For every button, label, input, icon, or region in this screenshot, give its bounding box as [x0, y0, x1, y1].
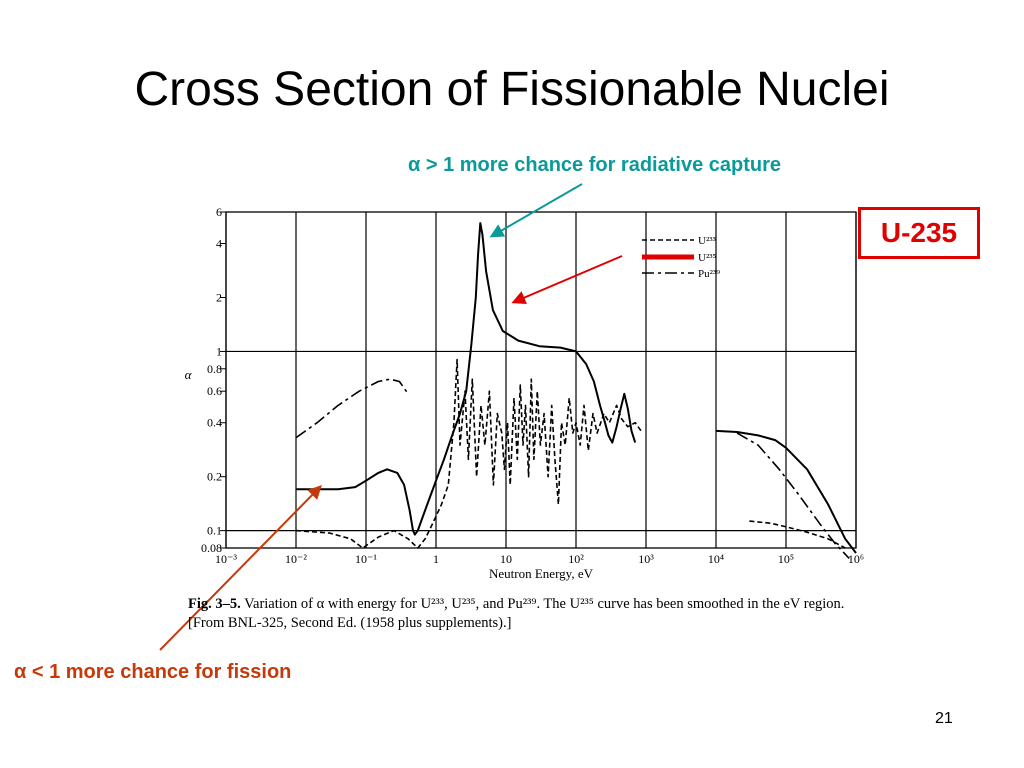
chart-axes: 10⁻³ 10⁻² 10⁻¹ 1 10 10² 10³ 10⁴ 10⁵ 10⁶ 0.08 0.1 0.2… [185, 205, 865, 581]
series-line-0 [749, 520, 846, 549]
y-tick-label: 2 [216, 290, 222, 304]
y-tick-label: 0.6 [207, 384, 222, 398]
arrow-fission [159, 485, 322, 651]
x-tick-label: 10 [500, 552, 512, 566]
legend-label-1: U²³⁵ [698, 252, 717, 264]
chart-legend: U²³³ U²³⁵ Pu²³⁹ [642, 235, 720, 280]
series-line-2 [736, 432, 850, 559]
page-number: 21 [935, 710, 953, 727]
legend-label-2: Pu²³⁹ [698, 268, 720, 280]
y-tick-label: 1 [216, 344, 222, 358]
figure-caption-label: Fig. 3–5. [188, 596, 241, 612]
x-tick-label: 10³ [638, 552, 654, 566]
y-tick-label: 6 [216, 205, 222, 219]
x-tick-label: 10⁻¹ [355, 552, 377, 566]
y-axis-label: α [185, 367, 193, 382]
series-line-2 [295, 378, 409, 439]
arrow-radiative-capture [489, 183, 583, 238]
x-axis-label: Neutron Energy, eV [489, 566, 594, 581]
chart-grid [225, 212, 857, 548]
x-tick-label: 10⁴ [708, 552, 724, 566]
series-line-1 [296, 222, 637, 536]
y-tick-label: 4 [216, 237, 222, 251]
x-tick-label: 1 [433, 552, 439, 566]
arrow-u235 [511, 255, 623, 305]
y-tick-label: 0.4 [207, 416, 222, 430]
series-line-1 [715, 429, 857, 554]
u235-highlight-box: U-235 [858, 207, 980, 259]
y-tick-label: 0.08 [201, 541, 222, 555]
figure-caption: Fig. 3–5. Variation of α with energy for… [188, 595, 858, 633]
annotation-arrows [159, 183, 623, 651]
u235-highlight-label: U-235 [880, 217, 958, 248]
plot-frame [225, 211, 857, 549]
figure-caption-text: Variation of α with energy for U²³³, U²³… [188, 596, 845, 631]
x-tick-label: 10⁻² [285, 552, 307, 566]
annotation-fission: α < 1 more chance for fission [14, 661, 292, 683]
x-tick-label: 10⁶ [848, 552, 864, 566]
y-tick-label: 0.2 [207, 470, 222, 484]
series-line-0 [295, 358, 642, 549]
chart-series [295, 222, 857, 559]
legend-label-0: U²³³ [698, 235, 717, 247]
annotation-radiative-capture: α > 1 more chance for radiative capture [408, 154, 781, 176]
slide-title: Cross Section of Fissionable Nuclei [134, 63, 890, 116]
x-tick-label: 10⁵ [778, 552, 794, 566]
y-tick-label: 0.8 [207, 362, 222, 376]
x-tick-label: 10⁻³ [215, 552, 237, 566]
y-tick-label: 0.1 [207, 524, 222, 538]
x-tick-label: 10² [568, 552, 584, 566]
